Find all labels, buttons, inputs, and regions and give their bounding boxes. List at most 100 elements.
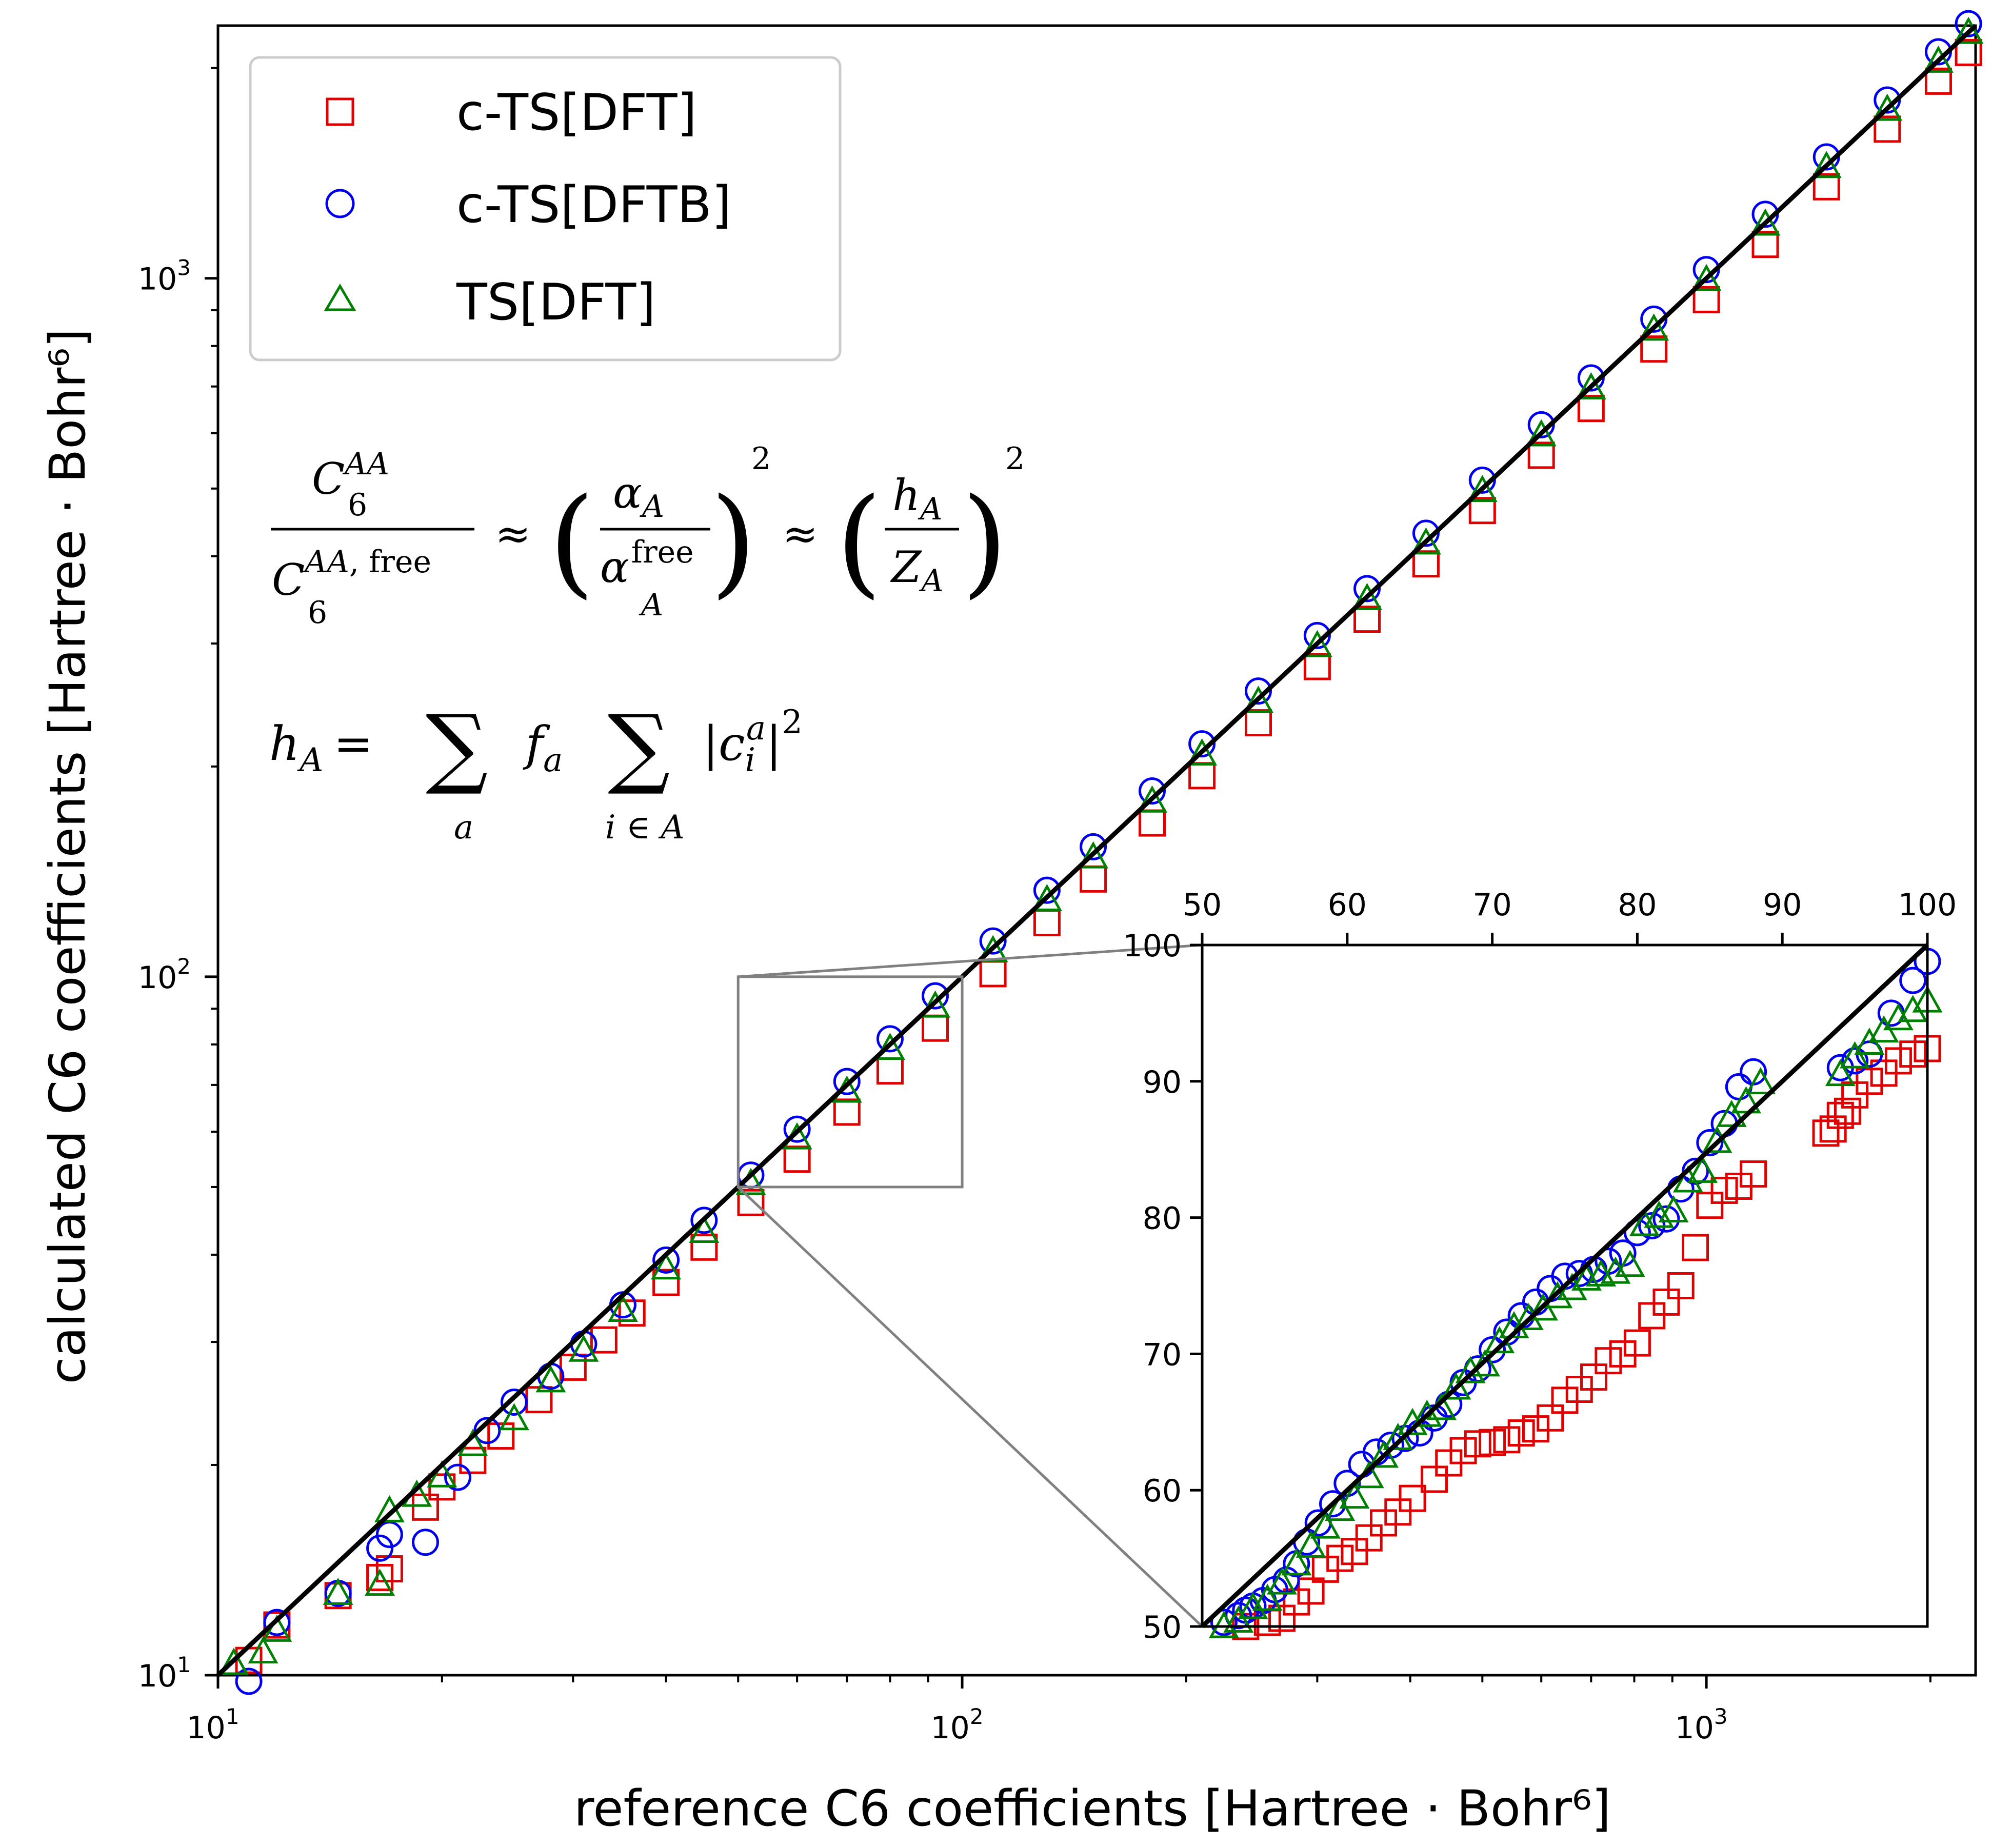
inset-square-marker xyxy=(1826,1101,1854,1129)
inset-triangle-marker xyxy=(1716,1099,1747,1127)
inset-data-points xyxy=(1208,948,1943,1640)
inset-triangle-marker xyxy=(1411,1399,1442,1427)
y-tick-label-base: 10 xyxy=(138,960,177,996)
inset-square-marker xyxy=(1856,1068,1883,1095)
inset-square-marker xyxy=(1399,1484,1426,1512)
circle-marker xyxy=(1955,10,1982,37)
triangle-marker xyxy=(1031,883,1062,911)
inset-x-tick-label: 70 xyxy=(1472,887,1511,923)
circle-marker xyxy=(876,1025,904,1053)
inset-triangle-marker xyxy=(1296,1530,1326,1558)
y-tick-label-base: 10 xyxy=(138,1658,177,1694)
formula-h-lhs: hA = xyxy=(269,716,373,779)
inset-square-marker xyxy=(1710,1176,1738,1204)
x-tick-label: 103 xyxy=(1675,1704,1728,1746)
triangle-marker xyxy=(248,1636,278,1664)
triangle-marker xyxy=(535,1365,566,1393)
formula-right-paren-2: ) xyxy=(962,473,1008,610)
formula-h-num: hA xyxy=(892,470,942,527)
x-tick-label-exp: 3 xyxy=(1714,1704,1728,1729)
inset-triangle-marker xyxy=(1223,1605,1254,1633)
x-tick-label-exp: 1 xyxy=(226,1704,240,1729)
inset-square-marker xyxy=(1682,1234,1709,1261)
inset-y-tick-label: 60 xyxy=(1143,1473,1182,1509)
formula-c6-num-sub: 6 xyxy=(348,487,367,523)
square-marker xyxy=(618,1299,646,1327)
inset-square-marker xyxy=(1355,1524,1383,1552)
square-marker xyxy=(1527,441,1555,469)
triangle-marker xyxy=(978,935,1008,962)
x-tick-label-exp: 2 xyxy=(970,1704,984,1729)
square-marker xyxy=(1412,550,1440,578)
inset-y-tick-label: 80 xyxy=(1143,1201,1182,1237)
square-marker xyxy=(487,1422,515,1450)
inset-square-marker xyxy=(1297,1577,1325,1605)
circle-marker xyxy=(690,1207,718,1234)
y-tick-label-exp: 2 xyxy=(177,954,191,979)
inset-series-triangle-points xyxy=(1208,985,1943,1638)
inset-triangle-marker xyxy=(1825,1059,1856,1087)
square-marker xyxy=(1353,606,1381,633)
formula-alpha-num: αA xyxy=(613,468,664,525)
circle-marker xyxy=(366,1534,394,1562)
inset-y-tick-label: 50 xyxy=(1143,1610,1182,1645)
inset-triangle-marker xyxy=(1542,1281,1573,1309)
circle-marker xyxy=(979,927,1007,955)
y-axis-label-main: calculated C6 coefficients [Hartree · Bo… xyxy=(39,329,96,1384)
formula-square-2: 2 xyxy=(1005,441,1025,477)
inset-square-marker xyxy=(1268,1604,1296,1632)
inset-square-marker xyxy=(1667,1272,1695,1299)
identity-line xyxy=(216,24,1978,1677)
circle-marker xyxy=(783,1115,811,1143)
inset-square-marker xyxy=(1507,1419,1535,1447)
inset-square-marker xyxy=(1341,1538,1368,1565)
inset-circle-marker xyxy=(1696,1129,1724,1156)
inset-square-marker xyxy=(1696,1192,1724,1219)
inset-square-marker xyxy=(1595,1347,1622,1375)
inset-triangle-marker xyxy=(1840,1041,1870,1069)
x-tick-label-base: 10 xyxy=(1675,1710,1714,1746)
triangle-marker xyxy=(1302,630,1332,657)
triangle-marker xyxy=(1576,372,1606,399)
inset-plot-area xyxy=(1201,943,1929,1628)
y-axis-label: calculated C6 coefficients [Hartree · Bo… xyxy=(39,329,96,1384)
legend-triangle-marker xyxy=(324,284,356,311)
y-tick-label-base: 10 xyxy=(138,262,177,297)
y-tick-label: 101 xyxy=(138,1652,191,1694)
inset-square-marker xyxy=(1551,1387,1579,1414)
square-marker xyxy=(652,1269,680,1296)
square-marker xyxy=(1751,231,1779,258)
triangle-marker xyxy=(1243,686,1273,713)
triangle-marker xyxy=(323,1577,353,1605)
circle-marker xyxy=(263,1609,291,1636)
circle-marker xyxy=(1468,466,1496,494)
inset-identity-line xyxy=(1200,943,1929,1629)
triangle-marker xyxy=(1811,151,1842,178)
inset-square-marker xyxy=(1464,1430,1491,1458)
triangle-marker xyxy=(1953,16,1984,44)
triangle-marker xyxy=(1410,527,1441,555)
inset-triangle-marker xyxy=(1883,1003,1914,1031)
triangle-marker xyxy=(499,1403,529,1431)
inset-square-marker xyxy=(1638,1302,1666,1330)
inset-series-square-points xyxy=(1232,1035,1941,1640)
inset-square-marker xyxy=(1493,1426,1521,1454)
inset-triangle-marker xyxy=(1731,1086,1761,1114)
triangle-marker xyxy=(1137,785,1167,813)
inset-x-tick-label: 80 xyxy=(1618,887,1657,923)
formula-c6-den-sub: 6 xyxy=(308,595,327,631)
square-marker xyxy=(833,1098,861,1126)
formula-left-paren-1: ( xyxy=(549,473,595,610)
formula-c6-ratio: CAA 6 CAA, free 6 ≈ ( αA αfree A ) 2 ≈ (… xyxy=(271,441,1025,631)
formula-square-1: 2 xyxy=(751,441,771,477)
legend: c-TS[DFT] c-TS[DFTB] TS[DFT] xyxy=(249,56,842,361)
x-axis-label-main: reference C6 coefficients [Hartree · Boh… xyxy=(574,1780,1611,1837)
circle-marker xyxy=(235,1668,263,1695)
inset-triangle-marker xyxy=(1368,1440,1399,1468)
inset-triangle-marker xyxy=(1441,1372,1471,1400)
triangle-marker xyxy=(1639,313,1669,341)
inset-triangle-marker xyxy=(1310,1511,1341,1539)
triangle-marker xyxy=(427,1460,457,1488)
triangle-marker xyxy=(608,1295,638,1322)
inset-circle-marker xyxy=(1479,1336,1506,1363)
